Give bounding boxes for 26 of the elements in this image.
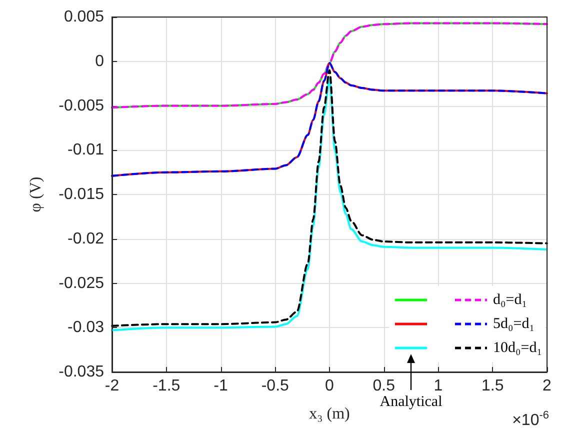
legend-label: d₀=d₁ bbox=[493, 292, 527, 308]
line-series bbox=[111, 22, 548, 109]
x-tick-label: 1 bbox=[434, 378, 443, 394]
y-tick-label: 0 bbox=[95, 52, 104, 70]
x-tick-label: 0 bbox=[325, 378, 334, 394]
text: Analytical bbox=[380, 394, 442, 410]
y-tick-label: -0.015 bbox=[58, 186, 104, 203]
x-tick-label: 2 bbox=[542, 378, 552, 394]
x-tick-label: -1.5 bbox=[152, 378, 180, 394]
y-tick-label: -0.025 bbox=[58, 274, 104, 292]
y-axis-title: φ (V) bbox=[28, 176, 44, 212]
x-axis-title: x₃ (m) bbox=[309, 406, 350, 422]
x-tick-label: -1 bbox=[214, 378, 228, 394]
y-tick-label: -0.005 bbox=[58, 97, 104, 114]
x-tick-label: 0.5 bbox=[372, 378, 396, 394]
x-tick-label: -0.5 bbox=[261, 378, 290, 394]
y-tick-label: -0.035 bbox=[58, 364, 104, 380]
y-tick-label: -0.01 bbox=[68, 142, 104, 159]
line-series bbox=[111, 62, 548, 177]
legend-label: 5d₀=d₁ bbox=[493, 316, 534, 332]
x-tick-label: 1.5 bbox=[482, 378, 504, 394]
y-tick-label: 0.005 bbox=[64, 8, 104, 26]
y-tick-label: -0.02 bbox=[68, 230, 104, 248]
legend-label: 10d₀=d₁ bbox=[493, 340, 542, 356]
x-tick-label: -2 bbox=[104, 378, 120, 394]
y-tick-label: -0.03 bbox=[68, 319, 104, 336]
